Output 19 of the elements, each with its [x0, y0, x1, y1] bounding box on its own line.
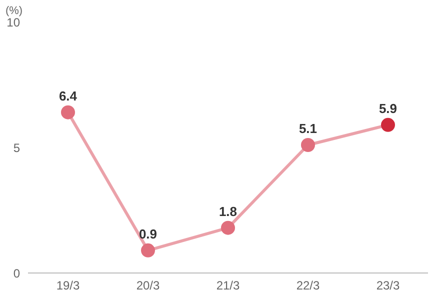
x-tick-label: 23/3 — [376, 278, 400, 293]
point — [221, 220, 235, 235]
y-tick-label: 5 — [13, 140, 20, 155]
point — [61, 105, 75, 120]
data-label: 5.1 — [298, 120, 318, 136]
x-tick-label: 20/3 — [136, 278, 160, 293]
y-tick-label: 10 — [6, 15, 20, 30]
x-tick-label: 21/3 — [216, 278, 240, 293]
data-label: 0.9 — [138, 226, 158, 242]
x-tick-label: 22/3 — [296, 278, 320, 293]
point — [301, 138, 315, 152]
point — [381, 118, 395, 132]
y-axis-title: (%) — [5, 5, 23, 17]
point — [141, 243, 155, 258]
y-tick-label: 0 — [13, 266, 20, 280]
data-label: 1.8 — [218, 204, 238, 219]
data-label: 5.9 — [378, 100, 398, 116]
data-label: 6.4 — [58, 88, 78, 104]
x-tick-label: 19/3 — [56, 278, 80, 293]
